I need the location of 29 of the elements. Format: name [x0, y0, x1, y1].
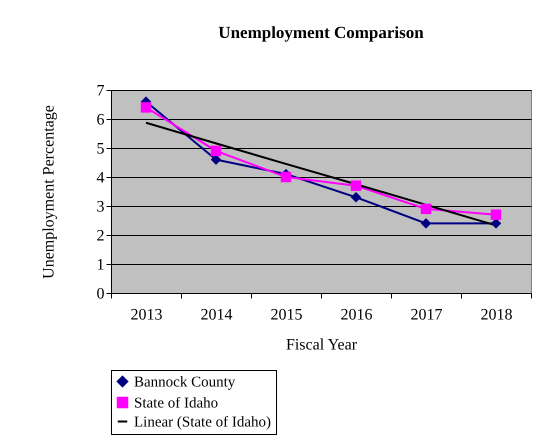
point — [350, 180, 362, 191]
point — [210, 146, 222, 156]
x-tick-label: 2017 — [410, 306, 442, 324]
y-tick-label: 1 — [96, 256, 104, 274]
chart-title: Unemployment Comparison — [218, 23, 424, 42]
x-tick-label: 2016 — [340, 306, 372, 324]
x-tick-label: 2014 — [200, 306, 232, 324]
point — [350, 192, 362, 203]
x-tick-label: 2018 — [480, 306, 512, 324]
y-tick-label: 4 — [96, 170, 104, 186]
y-tick-label: 2 — [96, 228, 104, 244]
legend-label: Linear (State of Idaho) — [134, 414, 272, 430]
x-axis-title: Fiscal Year — [286, 336, 358, 354]
y-tick-label: 7 — [96, 82, 104, 100]
y-tick-label: 0 — [96, 286, 104, 302]
y-tick-label: 5 — [96, 140, 104, 158]
point — [420, 218, 432, 229]
point — [490, 218, 502, 229]
y-tick-label: 3 — [96, 198, 104, 216]
y-tick-label: 6 — [96, 112, 104, 128]
point — [280, 172, 292, 182]
legend-label: Bannock County — [134, 374, 236, 390]
legend-label: State of Idaho — [134, 396, 218, 412]
x-tick-label: 2015 — [270, 306, 302, 324]
point — [490, 209, 502, 220]
point — [140, 102, 152, 113]
x-tick-label: 2013 — [130, 306, 162, 324]
y-axis-title: Unemployment Percentage — [40, 105, 58, 279]
point — [420, 204, 432, 214]
